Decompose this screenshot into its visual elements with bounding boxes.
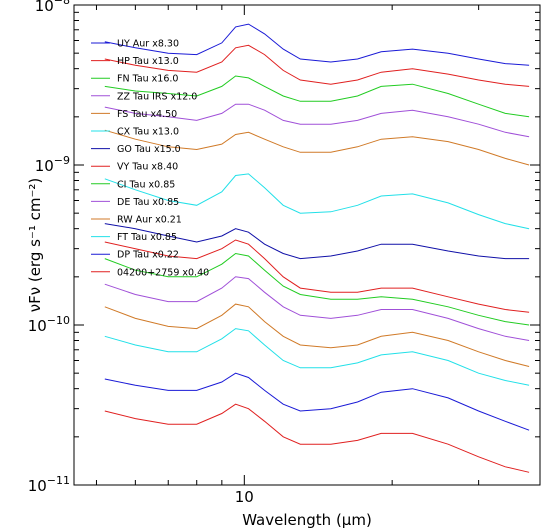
x-axis-label: Wavelength (μm) [242,511,372,529]
legend-label: FT Tau x0.85 [117,232,177,243]
series-line-2 [104,44,530,87]
legend-label: GO Tau x15.0 [117,144,181,155]
series-line-14 [104,403,530,473]
series-line-12 [104,328,530,386]
legend-label: FS Tau x4.50 [117,109,177,120]
series-line-4 [104,103,530,138]
legend-label: FN Tau x16.0 [117,74,178,85]
legend-label: UY Aur x8.30 [117,39,179,50]
series-line-5 [104,129,530,166]
legend-label: DP Tau x0.22 [117,250,179,261]
series-line-3 [104,75,530,118]
legend-label: RW Aur x0.21 [117,215,182,226]
y-axis-label: νFν (erg s⁻¹ cm⁻²) [26,178,44,313]
series-line-6 [104,173,530,230]
series-layer [104,23,530,473]
series-line-7 [104,223,530,260]
series-line-1 [104,23,530,66]
legend-label: DE Tau x0.85 [117,197,179,208]
legend-label: 04200+2759 x0.40 [117,267,209,278]
y-tick-label: 10−8 [35,0,70,15]
legend-label: VY Tau x8.40 [117,162,178,173]
legend: UY Aur x8.30 HP Tau x13.0 FN Tau x16.0 ZZ T… [91,39,209,278]
series-line-9 [104,252,530,326]
series-line-11 [104,303,530,367]
legend-label: CX Tau x13.0 [117,127,179,138]
y-tick-label: 10−9 [35,154,70,175]
y-tick-label: 10−11 [28,474,70,495]
series-line-8 [104,239,530,313]
series-line-10 [104,276,530,341]
tick-layer: 10 10−11 10−10 10−9 10−8 [28,0,541,506]
legend-label: CI Tau x0.85 [117,179,175,190]
plot-frame [73,4,541,486]
y-tick-label: 10−10 [28,314,70,335]
legend-label: HP Tau x13.0 [117,56,179,67]
legend-label: ZZ Tau IRS x12.0 [117,91,197,102]
x-tick-label: 10 [235,488,254,506]
series-line-13 [104,372,530,431]
